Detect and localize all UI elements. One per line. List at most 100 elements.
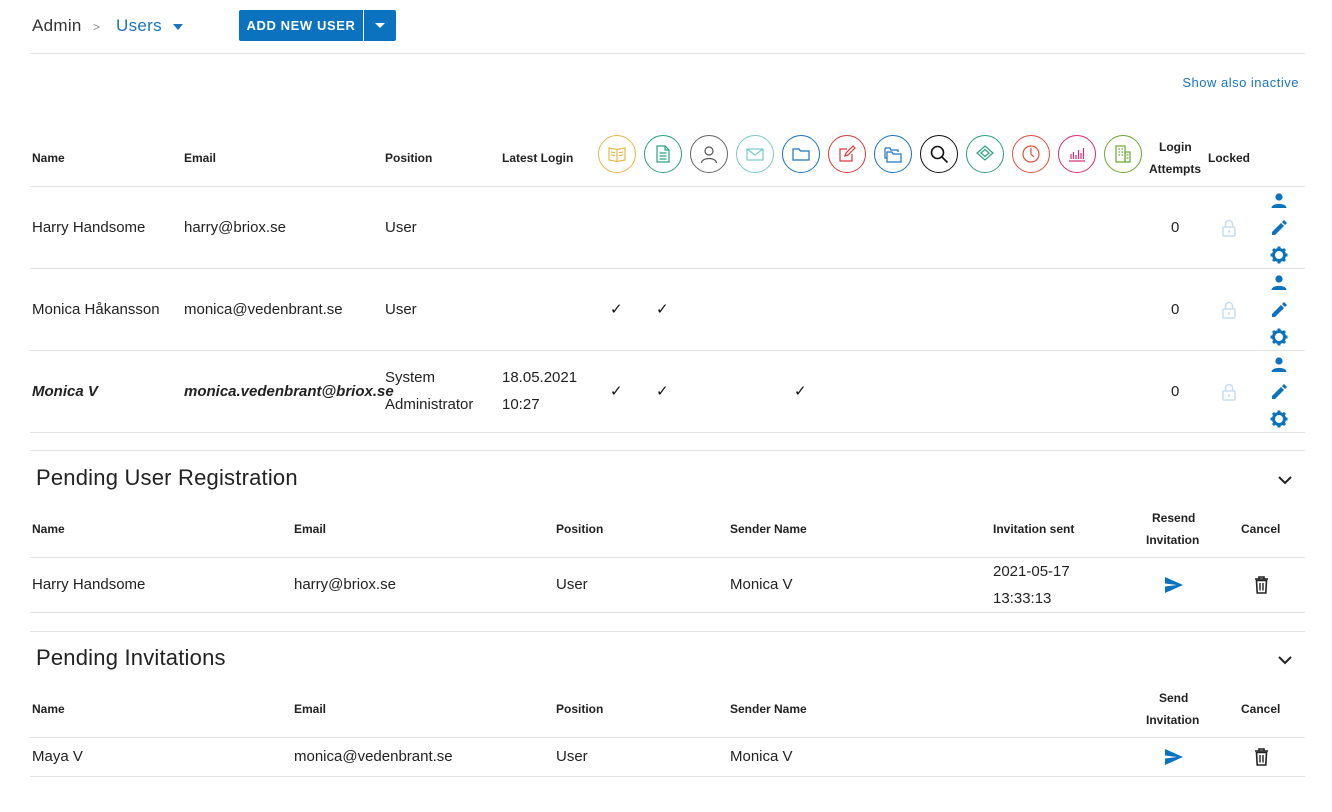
lock-icon[interactable] [1222,383,1236,401]
registration-email: harry@briox.se [294,576,396,593]
breadcrumb-admin[interactable]: Admin [32,16,82,35]
registration-sender: Monica V [730,576,793,593]
users-header-divider [30,186,1305,187]
caret-down-icon [375,23,385,28]
folders-icon[interactable] [874,135,912,173]
add-user-options-button[interactable] [364,10,396,41]
trash-icon[interactable] [1254,576,1269,594]
clock-icon[interactable] [1012,135,1050,173]
col-header-email[interactable]: Email [294,522,327,536]
user-email: monica.vedenbrant@briox.se [184,383,394,400]
permission-check: ✓ [610,301,623,318]
col-header-name[interactable]: Name [32,151,65,165]
user-position-line1: System [385,369,436,386]
user-profile-icon[interactable] [1270,356,1288,374]
col-header-position[interactable]: Position [385,151,433,165]
section-divider [30,631,1305,632]
invitation-name: Maya V [32,748,83,765]
user-login-attempts: 0 [1171,383,1180,400]
row-divider [30,432,1305,433]
invitation-sender: Monica V [730,748,793,765]
permission-check: ✓ [794,383,807,400]
show-inactive-link[interactable]: Show also inactive [1182,75,1299,90]
col-header-login-attempts-2: Attempts [1149,162,1202,176]
col-header-send-2: Invitation [1146,713,1200,727]
permission-check: ✓ [656,383,669,400]
col-header-resend-2: Invitation [1146,533,1200,547]
person-icon[interactable] [690,135,728,173]
col-header-invitation-sent[interactable]: Invitation sent [993,522,1075,536]
user-position-line2: Administrator [385,396,474,413]
row-divider [30,350,1305,351]
settings-gear-icon[interactable] [1270,410,1288,428]
breadcrumb-users[interactable]: Users [116,16,162,35]
user-email: harry@briox.se [184,219,286,236]
col-header-email[interactable]: Email [294,702,327,716]
send-icon[interactable] [1164,748,1184,766]
chevron-down-icon[interactable] [1277,654,1293,666]
col-header-sender-name[interactable]: Sender Name [730,522,807,536]
col-header-position[interactable]: Position [556,702,604,716]
lock-icon[interactable] [1222,301,1236,319]
top-bar: Admin > Users ADD NEW USER [0,0,1332,54]
bar-chart-icon[interactable] [1058,135,1096,173]
section-divider [30,450,1305,451]
col-header-email[interactable]: Email [184,151,217,165]
permission-check: ✓ [610,383,623,400]
user-login-attempts: 0 [1171,219,1180,236]
registration-header-divider [30,557,1305,558]
col-header-cancel: Cancel [1241,702,1281,716]
user-email: monica@vedenbrant.se [184,301,343,318]
col-header-send-1: Send [1159,691,1189,705]
trash-icon[interactable] [1254,748,1269,766]
user-position: User [385,301,417,318]
user-profile-icon[interactable] [1270,192,1288,210]
users-dropdown-caret-icon[interactable] [173,24,183,30]
edit-icon[interactable] [828,135,866,173]
user-name[interactable]: Monica Håkansson [32,301,160,318]
document-icon[interactable] [644,135,682,173]
registration-sent-date: 2021-05-17 [993,563,1070,580]
row-divider [30,776,1305,777]
col-header-position[interactable]: Position [556,522,604,536]
col-header-resend-1: Resend [1152,511,1196,525]
user-name[interactable]: Harry Handsome [32,219,146,236]
col-header-latest-login[interactable]: Latest Login [502,151,574,165]
pending-invitations-title: Pending Invitations [36,645,226,670]
folder-icon[interactable] [782,135,820,173]
user-login-attempts: 0 [1171,301,1180,318]
user-profile-icon[interactable] [1270,274,1288,292]
add-new-user-button[interactable]: ADD NEW USER [239,10,363,41]
col-header-name[interactable]: Name [32,522,65,536]
col-header-locked: Locked [1208,151,1251,165]
registration-position: User [556,576,588,593]
edit-pencil-icon[interactable] [1270,219,1288,237]
breadcrumb-separator: > [93,20,101,34]
search-icon[interactable] [920,135,958,173]
chevron-down-icon[interactable] [1277,474,1293,486]
col-header-sender-name[interactable]: Sender Name [730,702,807,716]
layers-icon[interactable] [966,135,1004,173]
lock-icon[interactable] [1222,219,1236,237]
edit-pencil-icon[interactable] [1270,301,1288,319]
settings-gear-icon[interactable] [1270,328,1288,346]
col-header-name[interactable]: Name [32,702,65,716]
invitation-email: monica@vedenbrant.se [294,748,453,765]
permission-check: ✓ [656,301,669,318]
mail-icon[interactable] [736,135,774,173]
registration-sent-time: 13:33:13 [993,590,1052,607]
row-divider [30,268,1305,269]
invitation-position: User [556,748,588,765]
book-icon[interactable] [598,135,636,173]
settings-gear-icon[interactable] [1270,246,1288,264]
send-icon[interactable] [1164,576,1184,594]
user-latest-login-time: 10:27 [502,396,540,413]
pending-registration-title: Pending User Registration [36,465,298,490]
edit-pencil-icon[interactable] [1270,383,1288,401]
user-name[interactable]: Monica V [32,383,98,400]
col-header-cancel: Cancel [1241,522,1281,536]
building-icon[interactable] [1104,135,1142,173]
user-position: User [385,219,417,236]
col-header-login-attempts-1: Login [1159,140,1192,154]
registration-name: Harry Handsome [32,576,146,593]
